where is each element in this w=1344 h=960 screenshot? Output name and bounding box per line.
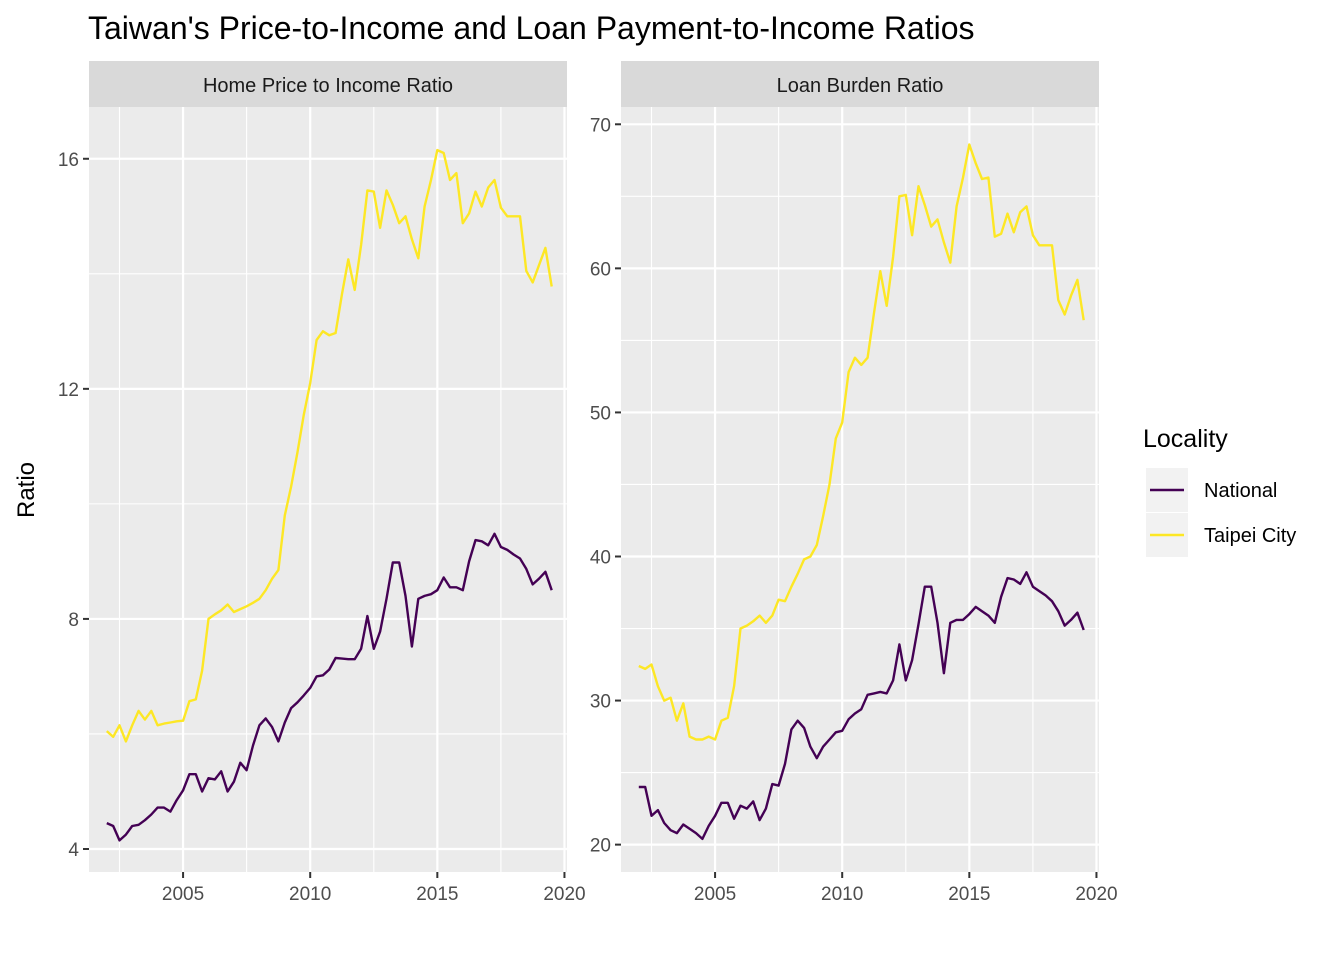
y-tick-label: 50 [590,403,611,424]
series-line-taipei-city [106,148,553,743]
x-tick-label: 2020 [543,884,585,905]
x-tick-label: 2015 [416,884,458,905]
x-tick-label: 2010 [289,884,331,905]
legend-label-national: National [1204,480,1277,502]
y-tick-label: 12 [58,380,79,401]
y-tick-label: 60 [590,259,611,280]
y-tick-label: 4 [68,840,79,861]
x-tick-label: 2010 [821,884,863,905]
legend-label-taipei-city: Taipei City [1204,525,1296,547]
panel-background [89,107,567,872]
panel-background [621,107,1099,872]
chart-title: Taiwan's Price-to-Income and Loan Paymen… [88,10,975,46]
x-tick-label: 2020 [1075,884,1117,905]
x-tick-label: 2015 [948,884,990,905]
panel-strip-label: Home Price to Income Ratio [203,75,453,97]
panel-1: Home Price to Income Ratio 2005 2010 2015 20… [58,61,586,905]
panels: Home Price to Income Ratio 2005 2010 2015 20… [58,61,1118,905]
series-line-national [106,532,553,842]
legend: Locality National Taipei City [1143,425,1296,557]
y-tick-label: 20 [590,836,611,857]
y-tick-label: 40 [590,547,611,568]
y-tick-label: 30 [590,692,611,713]
panel-strip [621,61,1099,107]
y-tick-label: 70 [590,115,611,136]
x-tick-label: 2005 [162,884,204,905]
panel-strip [89,61,567,107]
y-tick-label: 16 [58,150,79,171]
x-tick-label: 2005 [694,884,736,905]
legend-title: Locality [1143,425,1228,453]
series-line-national [638,571,1085,841]
y-axis-label: Ratio [13,462,40,518]
panel-strip-label: Loan Burden Ratio [777,75,944,97]
series-line-taipei-city [638,143,1085,741]
y-tick-label: 8 [68,610,79,631]
